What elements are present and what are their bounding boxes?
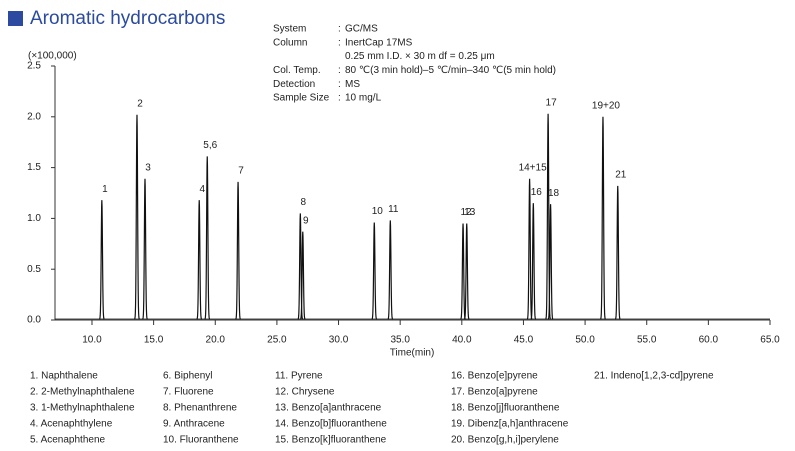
y-tick-label: 1.0: [27, 213, 41, 224]
peak: [526, 178, 533, 320]
compound-name: 3. 1-Methylnaphthalene: [30, 403, 135, 414]
compound-name: 6. Biphenyl: [163, 371, 212, 382]
peak-label: 2: [137, 98, 143, 109]
compound-name: 14. Benzo[b]fluoranthene: [275, 419, 387, 430]
peak: [600, 116, 606, 320]
peak: [464, 223, 470, 320]
y-tick-label: 0.0: [27, 315, 41, 326]
compound-name: 19. Dibenz[a,h]anthracene: [451, 419, 569, 430]
condition-colon: :: [338, 93, 341, 104]
compound-name: 17. Benzo[a]pyrene: [451, 387, 538, 398]
y-tick-label: 2.5: [27, 61, 41, 72]
condition-colon: :: [338, 24, 341, 35]
x-tick-label: 40.0: [452, 335, 472, 346]
peak-label: 8: [301, 197, 307, 208]
x-tick-label: 25.0: [267, 335, 287, 346]
x-tick-label: 65.0: [760, 335, 780, 346]
compound-name: 21. Indeno[1,2,3-cd]pyrene: [594, 371, 714, 382]
peak: [300, 231, 306, 320]
condition-label: Column: [273, 37, 307, 48]
peak-label: 16: [531, 187, 543, 198]
condition-value: MS: [345, 79, 360, 90]
y-tick-label: 2.0: [27, 111, 41, 122]
condition-label: System: [273, 24, 306, 35]
peak: [204, 156, 211, 320]
condition-value: 0.25 mm I.D. × 30 m df = 0.25 μm: [345, 51, 495, 62]
peak: [545, 113, 551, 320]
peak-label: 1: [102, 184, 108, 195]
peak: [196, 200, 202, 320]
peak-label: 10: [372, 206, 384, 217]
x-axis-label: Time(min): [390, 348, 435, 359]
compound-name: 1. Naphthalene: [30, 371, 98, 382]
peak-label: 11: [388, 204, 399, 215]
condition-colon: :: [338, 79, 341, 90]
compound-name: 5. Acenaphthene: [30, 435, 106, 446]
y-tick-label: 1.5: [27, 162, 41, 173]
y-tick-label: 0.5: [27, 264, 41, 275]
peak: [614, 185, 621, 320]
compound-name: 11. Pyrene: [275, 371, 323, 382]
peak: [134, 114, 140, 320]
peak-label: 18: [548, 188, 560, 199]
compound-name: 13. Benzo[a]anthracene: [275, 403, 382, 414]
x-tick-label: 35.0: [390, 335, 410, 346]
x-tick-label: 10.0: [82, 335, 102, 346]
condition-label: Sample Size: [273, 93, 330, 104]
peak-label: 5,6: [203, 140, 217, 151]
compound-name: 8. Phenanthrene: [163, 403, 237, 414]
compound-name: 20. Benzo[g,h,i]perylene: [451, 435, 559, 446]
peak: [99, 200, 105, 320]
chart-title: Aromatic hydrocarbons: [30, 8, 225, 29]
compound-name: 16. Benzo[e]pyrene: [451, 371, 538, 382]
compound-name: 10. Fluoranthene: [163, 435, 239, 446]
x-tick-label: 15.0: [144, 335, 164, 346]
x-tick-label: 30.0: [329, 335, 349, 346]
condition-value: InertCap 17MS: [345, 37, 413, 48]
condition-value: GC/MS: [345, 24, 378, 35]
peak-label: 21: [615, 170, 627, 181]
compound-name: 4. Acenaphthylene: [30, 419, 113, 430]
peak: [460, 223, 466, 320]
peak: [297, 213, 304, 320]
condition-label: Detection: [273, 79, 315, 90]
compound-name: 15. Benzo[k]fluoranthene: [275, 435, 387, 446]
peak-label: 12: [460, 207, 472, 218]
compound-name: 12. Chrysene: [275, 387, 335, 398]
x-tick-label: 45.0: [514, 335, 534, 346]
peak-label: 4: [199, 184, 205, 195]
compound-name: 2. 2-Methylnaphthalene: [30, 387, 135, 398]
peak: [142, 178, 148, 320]
compound-name: 9. Anthracene: [163, 419, 225, 430]
peak-label: 17: [546, 97, 558, 108]
peak: [387, 220, 394, 320]
x-tick-label: 60.0: [699, 335, 719, 346]
peak: [371, 222, 378, 320]
compound-name: 7. Fluorene: [163, 387, 214, 398]
y-unit: (×100,000): [28, 51, 77, 62]
condition-value: 80 ℃(3 min hold)–5 ℃/min–340 ℃(5 min hol…: [345, 65, 556, 76]
compound-name: 18. Benzo[j]fluoranthene: [451, 403, 560, 414]
peak: [530, 203, 537, 320]
peak-label: 3: [145, 162, 151, 173]
peak-label: 7: [238, 165, 244, 176]
peak: [235, 181, 241, 320]
peak-label: 14+15: [519, 162, 548, 173]
peak: [547, 204, 554, 320]
x-tick-label: 20.0: [206, 335, 226, 346]
condition-value: 10 mg/L: [345, 93, 382, 104]
condition-colon: :: [338, 65, 341, 76]
x-tick-label: 55.0: [637, 335, 657, 346]
condition-label: Col. Temp.: [273, 65, 321, 76]
x-tick-label: 50.0: [575, 335, 595, 346]
peak-label: 9: [303, 215, 309, 226]
condition-colon: :: [338, 37, 341, 48]
peak-label: 13: [464, 207, 476, 218]
title-marker: [8, 11, 23, 26]
peak-label: 19+20: [592, 100, 621, 111]
